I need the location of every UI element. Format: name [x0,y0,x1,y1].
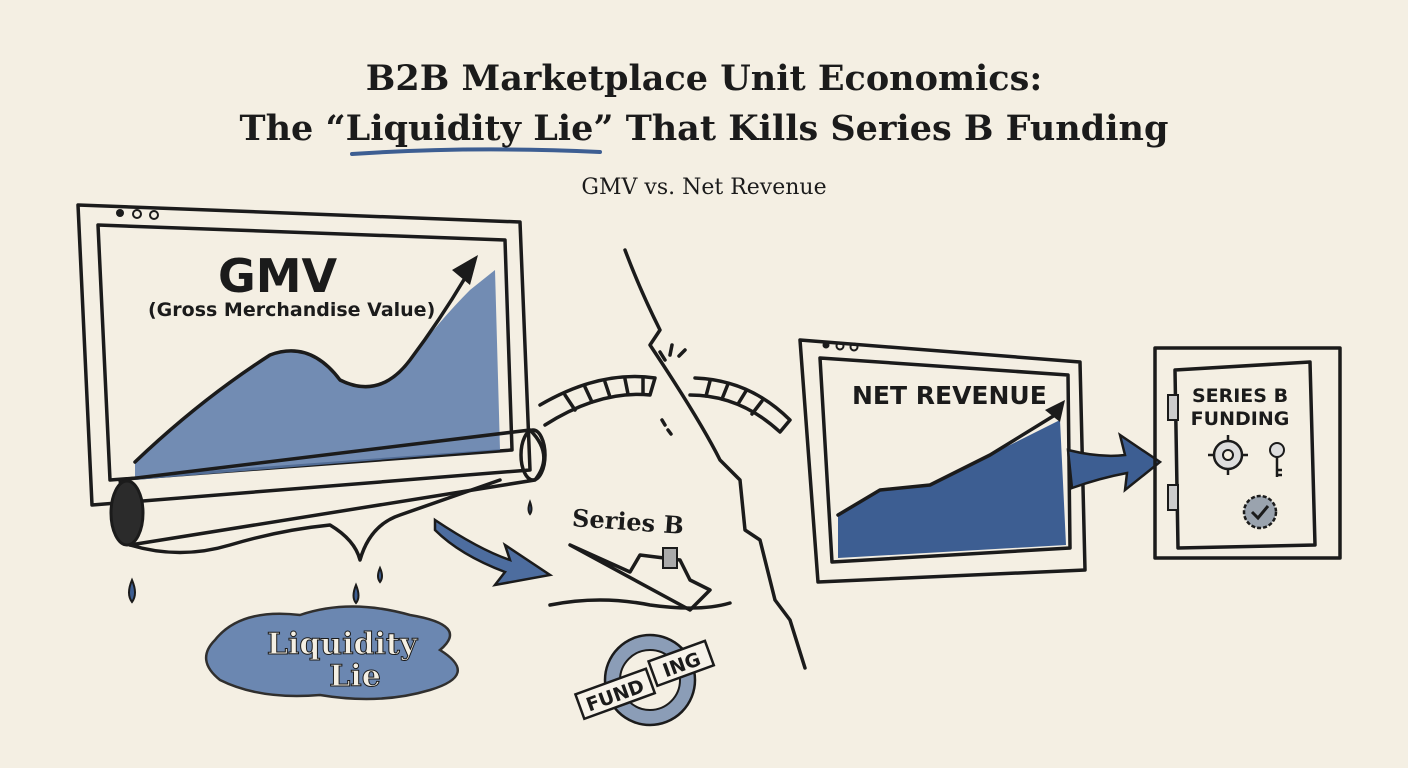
net-revenue-window: NET REVENUE [798,338,1087,584]
net-revenue-area-fill [838,420,1066,558]
broken-bridge [538,343,792,436]
drip-icon [377,565,383,584]
verified-badge-icon [1242,494,1278,530]
net-revenue-heading: NET REVENUE [852,381,1047,410]
leaking-scroll [109,428,547,605]
gmv-area-fill [135,270,500,480]
gmv-heading: GMV [218,249,338,303]
window-dot-icon [132,209,142,219]
gmv-subheading: (Gross Merchandise Value) [148,299,435,321]
title-line-2: The “Liquidity Lie” That Kills Series B … [240,108,1169,149]
liquidity-lie-puddle: Liquidity Lie [205,605,459,701]
drip-icon [527,499,533,516]
title-line-1: B2B Marketplace Unit Economics: [366,58,1042,99]
down-arrow-icon [433,517,554,587]
up-arrow-icon [452,255,478,285]
safe-dial-icon [1208,435,1248,475]
window-dot-icon [835,341,845,351]
puddle-label-line-2: Lie [329,659,381,694]
broken-funding-stamp: FUND ING [573,633,716,727]
gmv-trend-line [133,276,467,464]
drip-icon [128,577,136,604]
subtitle: GMV vs. Net Revenue [581,175,826,200]
up-arrow-icon [1045,400,1065,422]
crack-line [623,248,807,670]
window-dot-icon [822,341,830,349]
funding-safe: SERIES B FUNDING [1153,346,1342,560]
window-dot-icon [149,210,159,220]
key-icon [1269,442,1285,477]
puddle-label-line-1: Liquidity [267,627,419,662]
title-underline [350,147,602,156]
window-dot-icon [849,342,859,352]
window-dot-icon [116,209,124,217]
right-arrow-icon [1066,432,1163,493]
safe-label-line-1: SERIES B [1192,385,1288,407]
ship-label: Series B [571,503,685,540]
sinking-ship-icon [548,543,732,612]
safe-label-line-2: FUNDING [1191,408,1290,430]
drip-icon [352,582,360,605]
gmv-window: GMV (Gross Merchandise Value) [76,203,532,507]
net-revenue-trend-line [836,413,1057,517]
